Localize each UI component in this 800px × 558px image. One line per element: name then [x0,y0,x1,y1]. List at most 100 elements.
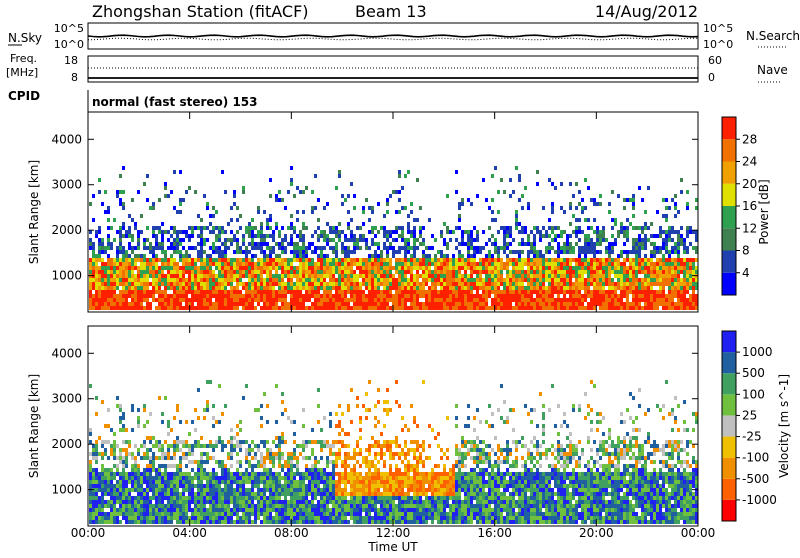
heatmap-cell [131,404,134,408]
heatmap-cell [113,488,116,492]
heatmap-cell [179,250,182,254]
heatmap-cell [158,396,161,400]
heatmap-cell [173,274,176,278]
heatmap-cell [245,504,248,508]
heatmap-cell [149,258,152,262]
heatmap-cell [251,270,254,274]
heatmap-cell [194,226,197,230]
heatmap-cell [476,246,479,250]
heatmap-cell [137,254,140,258]
heatmap-cell [224,504,227,508]
heatmap-cell [257,488,260,492]
heatmap-cell [287,266,290,270]
heatmap-cell [359,238,362,242]
heatmap-cell [200,468,203,472]
heatmap-cell [113,464,116,468]
heatmap-cell [158,508,161,512]
heatmap-cell [539,254,542,258]
heatmap-cell [302,282,305,286]
heatmap-cell [170,484,173,488]
heatmap-cell [206,294,209,298]
heatmap-cell [371,270,374,274]
heatmap-cell [359,302,362,306]
heatmap-cell [557,270,560,274]
heatmap-cell [395,258,398,262]
heatmap-cell [254,266,257,270]
heatmap-cell [410,286,413,290]
heatmap-cell [227,468,230,472]
heatmap-cell [662,242,665,246]
heatmap-cell [173,476,176,480]
heatmap-cell [296,258,299,262]
heatmap-cell [611,226,614,230]
heatmap-cell [326,270,329,274]
heatmap-cell [164,306,167,310]
heatmap-cell [230,230,233,234]
heatmap-cell [485,282,488,286]
heatmap-cell [311,234,314,238]
heatmap-cell [644,290,647,294]
heatmap-cell [107,512,110,516]
heatmap-cell [584,206,587,210]
heatmap-cell [242,286,245,290]
heatmap-cell [584,278,587,282]
heatmap-cell [137,520,140,524]
heatmap-cell [464,294,467,298]
heatmap-cell [578,294,581,298]
heatmap-cell [413,238,416,242]
heatmap-cell [641,246,644,250]
heatmap-cell [92,250,95,254]
heatmap-cell [107,238,110,242]
heatmap-cell [593,266,596,270]
heatmap-cell [506,298,509,302]
heatmap-cell [92,270,95,274]
heatmap-cell [470,294,473,298]
heatmap-cell [521,294,524,298]
heatmap-cell [332,282,335,286]
heatmap-cell [482,290,485,294]
heatmap-cell [110,452,113,456]
heatmap-cell [191,258,194,262]
heatmap-cell [170,464,173,468]
heatmap-cell [122,270,125,274]
heatmap-cell [233,194,236,198]
heatmap-cell [197,290,200,294]
heatmap-cell [128,282,131,286]
heatmap-cell [314,290,317,294]
heatmap-cell [398,262,401,266]
heatmap-cell [203,262,206,266]
heatmap-cell [236,302,239,306]
heatmap-cell [275,492,278,496]
heatmap-cell [134,456,137,460]
heatmap-cell [134,246,137,250]
heatmap-cell [257,408,260,412]
heatmap-cell [236,508,239,512]
heatmap-cell [131,480,134,484]
heatmap-cell [89,480,92,484]
heatmap-cell [488,286,491,290]
heatmap-cell [113,496,116,500]
heatmap-cell [131,250,134,254]
heatmap-cell [269,294,272,298]
heatmap-cell [428,266,431,270]
heatmap-cell [605,246,608,250]
heatmap-cell [116,468,119,472]
heatmap-cell [335,278,338,282]
heatmap-cell [692,302,695,306]
heatmap-cell [98,520,101,524]
heatmap-cell [488,282,491,286]
heatmap-cell [668,234,671,238]
heatmap-cell [191,294,194,298]
heatmap-cell [494,294,497,298]
heatmap-cell [512,190,515,194]
heatmap-cell [488,226,491,230]
heatmap-cell [614,242,617,246]
heatmap-cell [185,452,188,456]
heatmap-cell [230,484,233,488]
heatmap-cell [218,270,221,274]
heatmap-cell [164,186,167,190]
heatmap-cell [284,246,287,250]
heatmap-cell [584,294,587,298]
heatmap-cell [197,294,200,298]
